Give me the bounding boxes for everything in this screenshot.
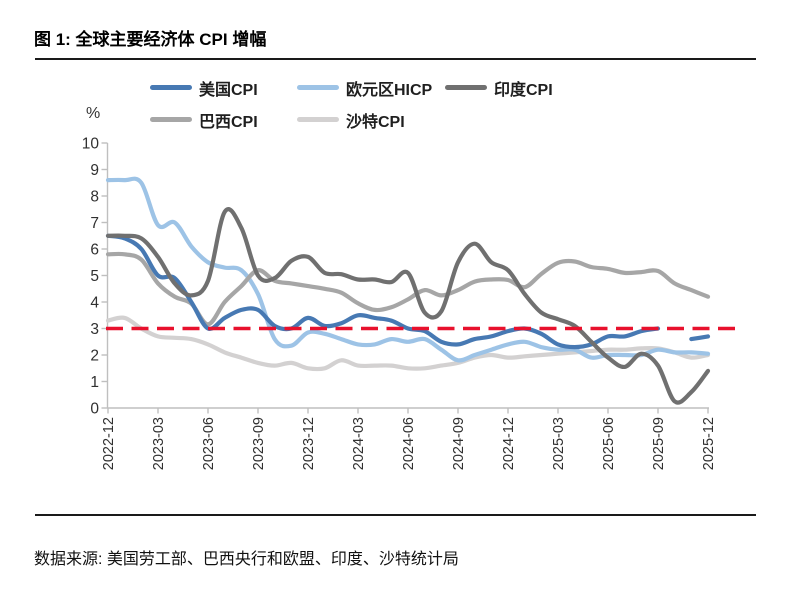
line-brazil-cpi [105, 251, 711, 327]
line-us-cpi [105, 233, 661, 350]
legend-label: 印度CPI [494, 81, 553, 99]
legend-swatch-us-cpi [150, 85, 192, 90]
line-us-cpi [689, 334, 711, 342]
source-note: 数据来源: 美国劳工部、巴西央行和欧盟、印度、沙特统计局 [34, 551, 459, 568]
x-tick-label: 2023-12 [301, 417, 317, 470]
x-tick-label: 2024-06 [401, 417, 417, 470]
x-tick-label: 2025-06 [601, 417, 617, 470]
y-tick-label: 8 [90, 189, 99, 206]
legend-swatch-brazil-cpi [150, 117, 192, 122]
y-tick-label: 7 [90, 215, 99, 232]
x-tick-label: 2023-09 [251, 417, 267, 470]
bottom-rule [35, 514, 756, 516]
y-tick-label: 0 [90, 401, 99, 418]
legend-item-india-cpi: 印度CPI [445, 78, 553, 99]
x-tick-label: 2023-06 [201, 417, 217, 470]
x-tick-label: 2024-12 [501, 417, 517, 470]
legend-swatch-india-cpi [445, 85, 487, 90]
y-tick-label: 3 [90, 321, 99, 338]
legend-label: 美国CPI [199, 81, 258, 99]
legend-item-brazil-cpi: 巴西CPI [150, 110, 258, 131]
y-axis-unit-label: % [86, 105, 101, 122]
legend-item-us-cpi: 美国CPI [150, 78, 258, 99]
x-tick-label: 2025-09 [651, 417, 667, 470]
y-tick-label: 5 [90, 268, 99, 285]
y-tick-label: 1 [90, 374, 99, 391]
line-india-cpi [105, 207, 711, 405]
legend-label: 欧元区HICP [346, 81, 433, 99]
legend-label: 沙特CPI [346, 113, 405, 131]
top-rule [35, 58, 756, 60]
legend-item-saudi-cpi: 沙特CPI [297, 110, 405, 131]
y-tick-label: 4 [90, 295, 99, 312]
legend-label: 巴西CPI [199, 113, 258, 131]
legend-swatch-euro-hicp [297, 85, 339, 90]
legend-swatch-saudi-cpi [297, 117, 339, 122]
y-tick-label: 6 [90, 242, 99, 259]
x-tick-label: 2023-03 [151, 417, 167, 470]
y-tick-label: 9 [90, 162, 99, 179]
figure-title: 图 1: 全球主要经济体 CPI 增幅 [34, 30, 267, 49]
x-tick-label: 2025-03 [551, 417, 567, 470]
y-tick-label: 2 [90, 348, 99, 365]
x-tick-label: 2022-12 [101, 417, 117, 470]
x-tick-label: 2024-09 [451, 417, 467, 470]
x-tick-label: 2025-12 [701, 417, 717, 470]
legend-item-euro-hicp: 欧元区HICP [297, 78, 433, 99]
y-tick-label: 10 [82, 136, 100, 153]
line-saudi-cpi [105, 315, 711, 372]
x-tick-label: 2024-03 [351, 417, 367, 470]
